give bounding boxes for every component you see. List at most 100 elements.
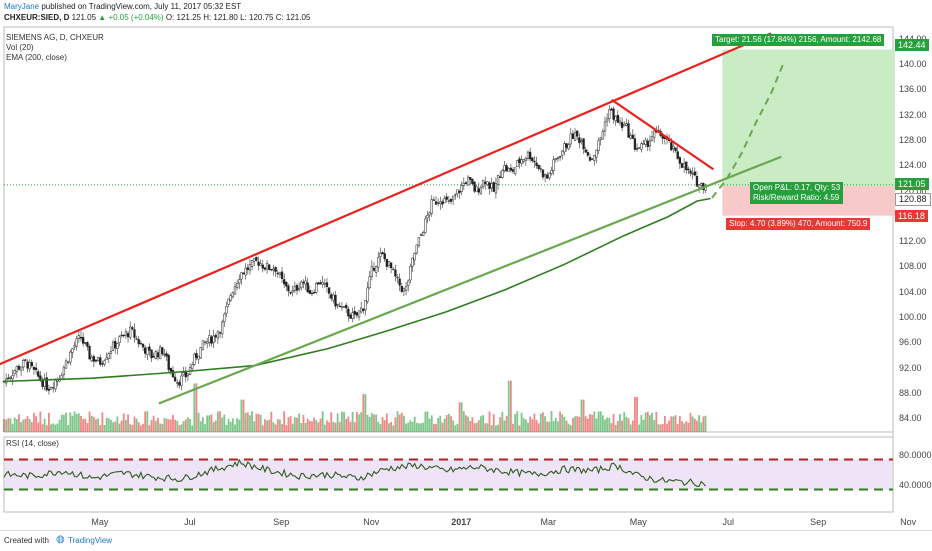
volume-bar — [548, 421, 551, 432]
volume-bar — [488, 411, 491, 432]
ema-legend[interactable]: EMA (200, close) — [6, 53, 67, 62]
candle-body — [154, 351, 158, 360]
volume-bar — [430, 415, 433, 432]
volume-bar — [80, 416, 82, 432]
volume-bar — [257, 413, 260, 432]
price-tick-label: 88.00 — [899, 388, 922, 399]
volume-bar — [383, 420, 386, 432]
volume-bar — [298, 413, 301, 432]
candle-body — [15, 366, 18, 372]
volume-bar — [244, 412, 247, 432]
volume-bar — [231, 418, 234, 432]
volume-bar — [122, 413, 125, 432]
candle-body — [392, 268, 395, 271]
volume-bar — [20, 422, 23, 432]
price-tick-label: 132.00 — [899, 109, 927, 120]
candle-body — [680, 163, 684, 168]
candle-body — [526, 151, 530, 159]
volume-bar — [139, 425, 142, 432]
volume-bar — [428, 418, 431, 432]
time-tick-label: Sep — [273, 517, 290, 527]
candle-body — [332, 294, 335, 301]
volume-bar — [313, 417, 316, 432]
price-tick-label: 112.00 — [899, 236, 926, 247]
tradingview-brand[interactable]: TradingView — [68, 536, 113, 545]
volume-bar — [396, 411, 399, 432]
candle-body — [330, 294, 333, 299]
candle-body — [379, 253, 382, 257]
volume-legend[interactable]: Vol (20) — [6, 43, 34, 52]
volume-bar — [539, 413, 542, 432]
volume-bar — [334, 422, 337, 432]
volume-bar — [167, 419, 170, 432]
candle-body — [323, 283, 326, 285]
candle-body — [610, 108, 613, 111]
volume-bar — [65, 412, 67, 432]
rsi-line — [3, 458, 706, 487]
candle-body — [593, 155, 596, 161]
author-link[interactable]: MaryJane — [4, 2, 40, 11]
volume-bar — [700, 422, 703, 432]
volume-bar — [441, 422, 444, 432]
candle-body — [124, 331, 128, 336]
volume-bar — [437, 418, 440, 432]
series-name: SIEMENS AG, D, CHXEUR — [6, 33, 104, 42]
candle-body — [605, 118, 609, 122]
time-tick-label: May — [91, 517, 109, 527]
candle-body — [531, 157, 534, 161]
volume-bar — [659, 424, 662, 432]
candle-body — [291, 290, 294, 293]
time-tick-label: Jul — [184, 517, 196, 527]
ohlc-values: O: 121.25 H: 121.80 L: 120.75 C: 121.05 — [165, 13, 311, 22]
candle-body — [631, 134, 634, 139]
price-tick-label: 104.00 — [899, 286, 927, 297]
volume-bar — [574, 416, 576, 432]
candle-body — [176, 382, 179, 384]
volume-bar — [681, 421, 683, 432]
volume-bar — [165, 418, 168, 432]
candle-body — [556, 157, 560, 159]
volume-bar — [99, 425, 102, 432]
candle-body — [591, 158, 594, 160]
volume-bar — [37, 422, 40, 432]
volume-bar — [561, 414, 564, 432]
volume-bar — [486, 423, 489, 432]
volume-bar — [227, 419, 230, 432]
volume-bar — [219, 411, 221, 432]
target-price-tag: 142.44 — [895, 39, 929, 51]
volume-bar — [608, 417, 611, 432]
candle-body — [193, 353, 196, 365]
volume-bar — [616, 421, 619, 432]
published-text: published on TradingView.com, July 11, 2… — [41, 2, 242, 11]
volume-bar — [33, 413, 35, 432]
volume-bar — [405, 423, 407, 432]
volume-bar — [544, 416, 547, 432]
candle-body — [300, 281, 303, 288]
candle-body — [28, 361, 31, 370]
volume-bar — [655, 412, 658, 432]
volume-bar — [465, 415, 467, 432]
candle-body — [620, 122, 624, 128]
candle-body — [417, 237, 421, 246]
price-tick-label: 100.00 — [899, 312, 927, 323]
volume-bar — [415, 422, 418, 432]
rsi-legend[interactable]: RSI (14, close) — [6, 439, 59, 448]
candle-body — [387, 260, 391, 266]
volume-bar — [43, 418, 46, 432]
candle-body — [248, 264, 252, 271]
volume-bar — [35, 416, 37, 432]
candle-body — [67, 361, 70, 363]
volume-bar — [274, 424, 277, 432]
candle-body — [342, 306, 346, 308]
candle-body — [261, 264, 264, 269]
volume-bar — [187, 417, 189, 432]
volume-bar — [105, 417, 108, 432]
candle-body — [612, 108, 615, 120]
candle-body — [116, 343, 119, 349]
candle-body — [460, 185, 463, 192]
volume-bar — [163, 417, 166, 432]
volume-bar — [332, 421, 335, 432]
last-price-tag: 121.05 — [895, 178, 929, 190]
candle-body — [695, 176, 699, 187]
